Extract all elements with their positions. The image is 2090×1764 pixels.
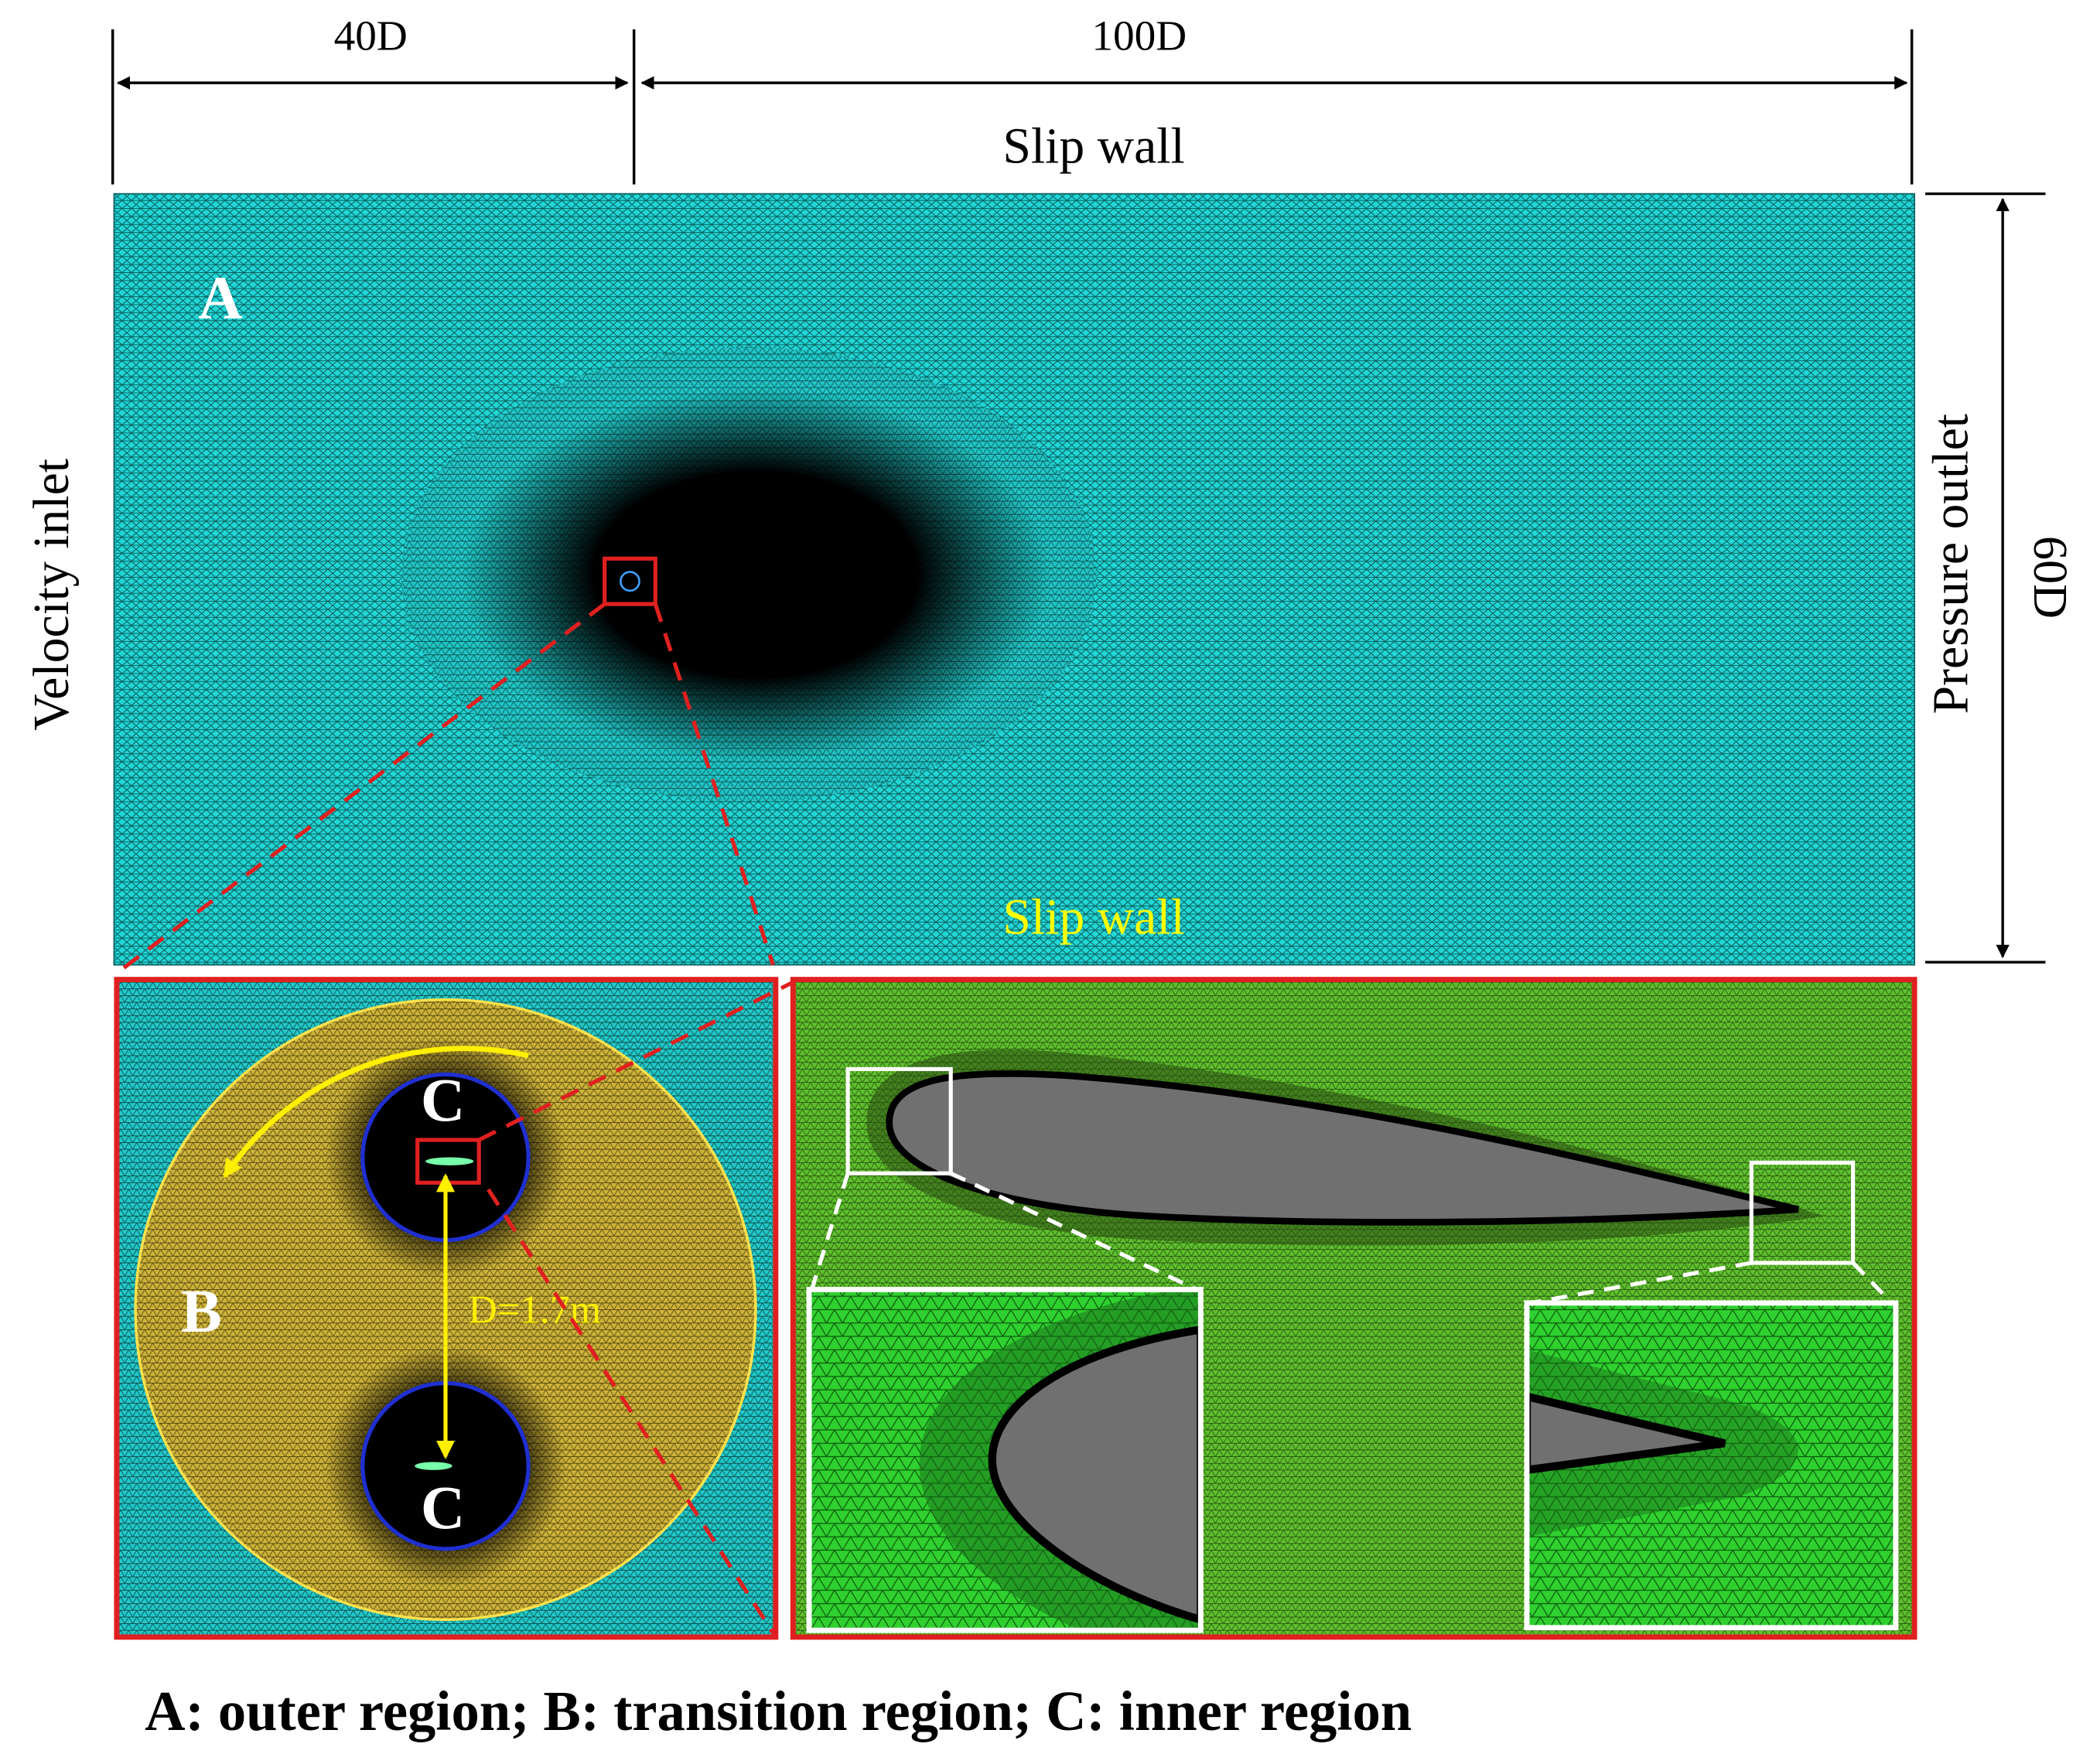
airfoil <box>886 1070 1799 1226</box>
rotation-arrow <box>222 1046 529 1179</box>
blade <box>425 1157 474 1165</box>
zoom-connector <box>478 980 794 1142</box>
blade-panel <box>790 977 1918 1640</box>
outer-domain <box>113 193 1915 966</box>
zoom-connectors <box>119 602 775 972</box>
detail-connector <box>1530 1261 1752 1305</box>
boundary-label: Slip wall <box>1002 118 1184 174</box>
trailing-edge-inset <box>1526 1302 1896 1628</box>
detail-connector <box>1851 1261 1894 1305</box>
leading-edge-inset <box>809 1289 1201 1631</box>
detail-connector <box>809 1172 850 1291</box>
zoom-connectors <box>478 980 794 1639</box>
dimension-label: 60D <box>2023 536 2076 619</box>
boundary-label: Slip wall <box>1002 889 1184 945</box>
dense-mesh <box>461 387 1050 762</box>
detail-connectors <box>809 1171 1894 1305</box>
detail-box <box>1749 1160 1856 1265</box>
panel-border <box>114 977 779 1640</box>
rotor-marker <box>620 571 640 592</box>
zoom-connector <box>119 602 606 972</box>
airfoil-detail <box>988 1326 1201 1624</box>
caption: A: outer region; B: transition region; C… <box>145 1680 1412 1742</box>
region-label: C <box>421 1474 465 1542</box>
airfoil-detail <box>1526 1392 1726 1475</box>
detail-connector <box>950 1171 1198 1291</box>
zoom-connector <box>653 603 775 966</box>
transition-panel <box>114 977 779 1640</box>
panel-border <box>790 977 1918 1640</box>
detail-box <box>845 1066 953 1175</box>
region-label: A <box>198 264 242 333</box>
blade <box>415 1462 452 1470</box>
zoom-box <box>603 556 657 606</box>
boundary-label: Pressure outlet <box>1923 414 1979 714</box>
region-label: C <box>421 1066 465 1134</box>
inset-border <box>1524 1300 1899 1631</box>
region-label: B <box>181 1278 222 1346</box>
dimension-label: 40D <box>334 12 408 60</box>
boundary-label: Velocity inlet <box>23 459 80 731</box>
dimension-lines <box>111 29 2046 964</box>
zoom-connector <box>487 1188 777 1639</box>
boundary-layer <box>919 1289 1201 1631</box>
dimension-label: 100D <box>1091 12 1187 60</box>
inset-border <box>806 1287 1204 1633</box>
diameter-label: D=1.7m <box>468 1288 601 1332</box>
